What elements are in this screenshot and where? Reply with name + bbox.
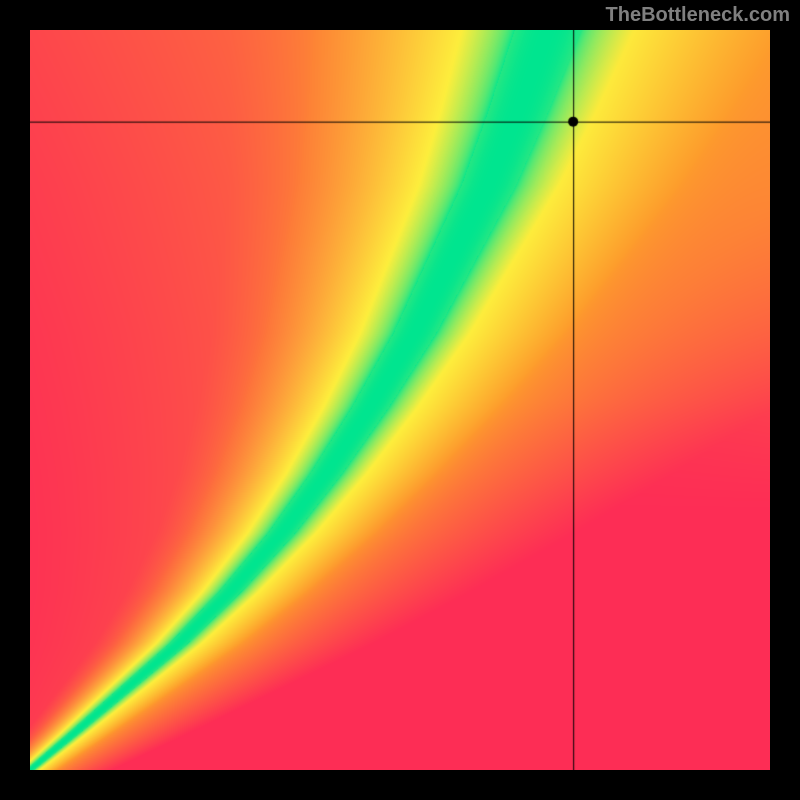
watermark-text: TheBottleneck.com <box>606 4 790 27</box>
heatmap-canvas <box>30 30 770 770</box>
chart-container: TheBottleneck.com <box>0 0 800 800</box>
